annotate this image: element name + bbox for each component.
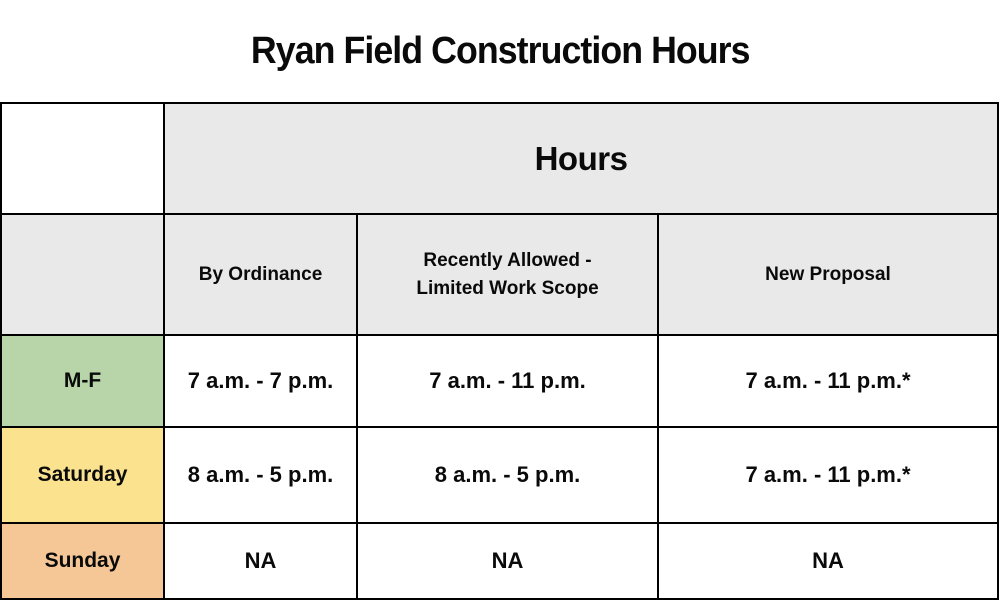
- group-header-hours: Hours: [162, 102, 1000, 215]
- cell-sunday-recently-allowed: NA: [356, 522, 659, 600]
- table-row-sunday: Sunday NA NA NA: [0, 522, 1000, 600]
- column-header-row: By Ordinance Recently Allowed - Limited …: [0, 213, 1000, 336]
- row-label-saturday: Saturday: [0, 426, 165, 524]
- column-header-by-ordinance: By Ordinance: [163, 213, 358, 336]
- cell-sunday-by-ordinance: NA: [163, 522, 358, 600]
- table-row-saturday: Saturday 8 a.m. - 5 p.m. 8 a.m. - 5 p.m.…: [0, 426, 1000, 524]
- construction-hours-table: Hours By Ordinance Recently Allowed - Li…: [0, 102, 1000, 600]
- cell-saturday-by-ordinance: 8 a.m. - 5 p.m.: [163, 426, 358, 524]
- table-row-mf: M-F 7 a.m. - 7 p.m. 7 a.m. - 11 p.m. 7 a…: [0, 334, 1000, 428]
- cell-mf-new-proposal: 7 a.m. - 11 p.m.*: [656, 334, 1000, 428]
- cell-mf-recently-allowed: 7 a.m. - 11 p.m.: [356, 334, 659, 428]
- cell-saturday-new-proposal: 7 a.m. - 11 p.m.*: [656, 426, 1000, 524]
- cell-saturday-recently-allowed: 8 a.m. - 5 p.m.: [356, 426, 659, 524]
- column-header-recently-allowed: Recently Allowed - Limited Work Scope: [356, 213, 659, 336]
- column-header-blank: [0, 213, 165, 336]
- column-header-new-proposal: New Proposal: [656, 213, 1000, 336]
- cell-sunday-new-proposal: NA: [656, 522, 1000, 600]
- group-header-row: Hours: [0, 102, 1000, 215]
- column-header-label: By Ordinance: [198, 263, 323, 285]
- column-header-label: Recently Allowed - Limited Work Scope: [416, 249, 599, 299]
- corner-cell: [0, 102, 165, 215]
- title-bar: Ryan Field Construction Hours: [0, 0, 1000, 102]
- row-label-sunday: Sunday: [0, 522, 165, 600]
- column-header-label: New Proposal: [765, 263, 891, 285]
- cell-mf-by-ordinance: 7 a.m. - 7 p.m.: [163, 334, 358, 428]
- row-label-mf: M-F: [0, 334, 165, 428]
- page-title: Ryan Field Construction Hours: [250, 29, 751, 72]
